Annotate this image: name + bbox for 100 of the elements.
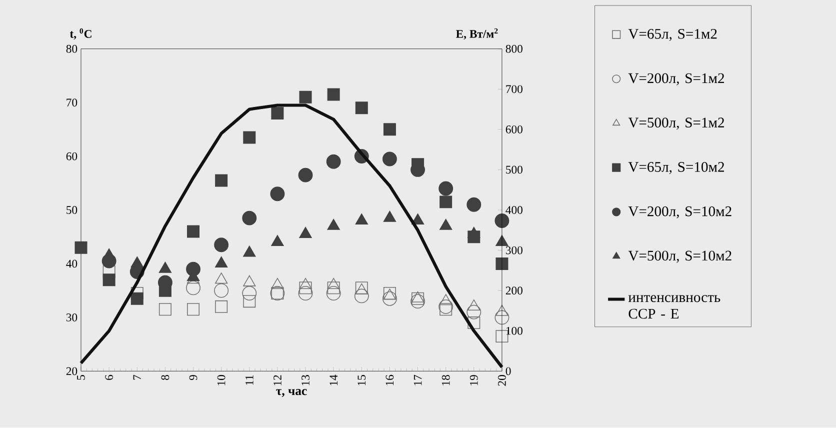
legend-label: V=65л, S=10м2 — [628, 162, 724, 174]
x-tick-label: 16 — [386, 375, 394, 386]
point — [298, 168, 313, 182]
point — [299, 278, 312, 290]
y2-tick-label: 300 — [506, 246, 522, 254]
point — [299, 227, 312, 238]
point — [187, 303, 200, 316]
point — [466, 197, 482, 212]
point — [271, 107, 284, 120]
point — [299, 91, 312, 104]
point — [438, 300, 454, 314]
x-tick-label: 18 — [442, 375, 450, 386]
point — [242, 210, 257, 226]
y2-tick-label: 800 — [506, 44, 522, 53]
x-tick-label: 15 — [358, 375, 366, 386]
point — [382, 152, 397, 166]
legend-label: V=65л, S=1м2 — [628, 29, 717, 41]
y2-tick-label: 400 — [506, 206, 522, 214]
line-series — [79, 104, 504, 369]
point — [215, 300, 228, 314]
point — [466, 304, 482, 320]
legend-label: V=500л, S=10м2 — [628, 250, 732, 263]
x-tick-label: 11 — [246, 375, 254, 385]
point — [102, 274, 116, 286]
point — [410, 294, 425, 309]
legend-label: V=500л, S=1м2 — [628, 118, 724, 130]
point — [383, 210, 396, 222]
point — [74, 241, 88, 254]
point — [130, 256, 144, 268]
point — [496, 304, 508, 316]
x-tick-label: 12 — [274, 375, 282, 386]
point — [327, 278, 340, 290]
point — [270, 186, 285, 202]
y2-axis-title: E, Вт/м$^{2}$ — [456, 28, 498, 40]
point — [243, 295, 256, 308]
point — [243, 131, 256, 144]
point — [355, 102, 368, 114]
y2-tick-label: 200 — [506, 286, 522, 295]
y2-tick-label: 100 — [506, 327, 522, 335]
point — [355, 214, 368, 225]
point — [326, 286, 341, 301]
point — [299, 282, 312, 294]
point — [494, 214, 510, 228]
point — [494, 310, 510, 325]
y2-tick-label: 600 — [506, 126, 522, 134]
point — [383, 123, 396, 136]
x-tick-label: 14 — [330, 374, 338, 386]
point — [440, 294, 452, 306]
point — [327, 218, 340, 230]
point — [242, 286, 257, 301]
point — [186, 280, 200, 296]
point — [382, 291, 397, 306]
point — [496, 330, 508, 343]
point — [158, 262, 172, 273]
point — [130, 292, 144, 305]
y-tick-label: 40 — [66, 260, 78, 268]
legend-label: интенсивность ССР - Е — [628, 295, 720, 319]
point — [158, 303, 172, 316]
x-tick-label: 9 — [189, 375, 198, 380]
x-tick-label: 7 — [133, 375, 141, 380]
point — [354, 288, 369, 304]
y-tick-label: 50 — [66, 206, 78, 214]
y-tick-label: 60 — [66, 152, 78, 160]
x-tick-label: 5 — [77, 375, 85, 380]
point — [327, 88, 340, 101]
y-tick-label: 70 — [66, 98, 78, 107]
x-tick-label: 19 — [470, 375, 478, 386]
legend-label: V=200л, S=1м2 — [628, 73, 724, 86]
point — [438, 181, 454, 196]
y2-tick-label: 700 — [506, 85, 522, 94]
x-tick-label: 6 — [105, 375, 113, 380]
point — [215, 174, 228, 187]
point — [440, 218, 452, 230]
x-tick-label: 17 — [414, 375, 422, 386]
point — [243, 275, 256, 286]
point — [214, 238, 229, 252]
point — [214, 283, 229, 298]
y2-tick-label: 0 — [506, 367, 511, 376]
point — [215, 256, 228, 268]
y2-tick-label: 500 — [506, 166, 522, 174]
y-axis-title: t, $^{0}$C — [70, 28, 92, 40]
x-axis-title: τ, час — [276, 389, 307, 398]
x-tick-label: 13 — [302, 375, 310, 386]
x-tick-label: 10 — [217, 375, 226, 386]
point — [271, 235, 284, 246]
point — [298, 286, 313, 301]
point — [468, 227, 480, 238]
point — [496, 258, 508, 270]
point — [243, 246, 256, 257]
legend-label: V=200л, S=10м2 — [628, 206, 732, 218]
point — [440, 196, 452, 208]
y-tick-label: 30 — [66, 314, 78, 322]
point — [215, 272, 228, 284]
point — [187, 225, 200, 238]
x-tick-label: 20 — [498, 375, 506, 386]
y-tick-label: 80 — [66, 44, 78, 53]
point — [440, 303, 452, 316]
point — [468, 300, 480, 311]
x-tick-label: 8 — [161, 375, 170, 380]
point — [327, 282, 340, 294]
